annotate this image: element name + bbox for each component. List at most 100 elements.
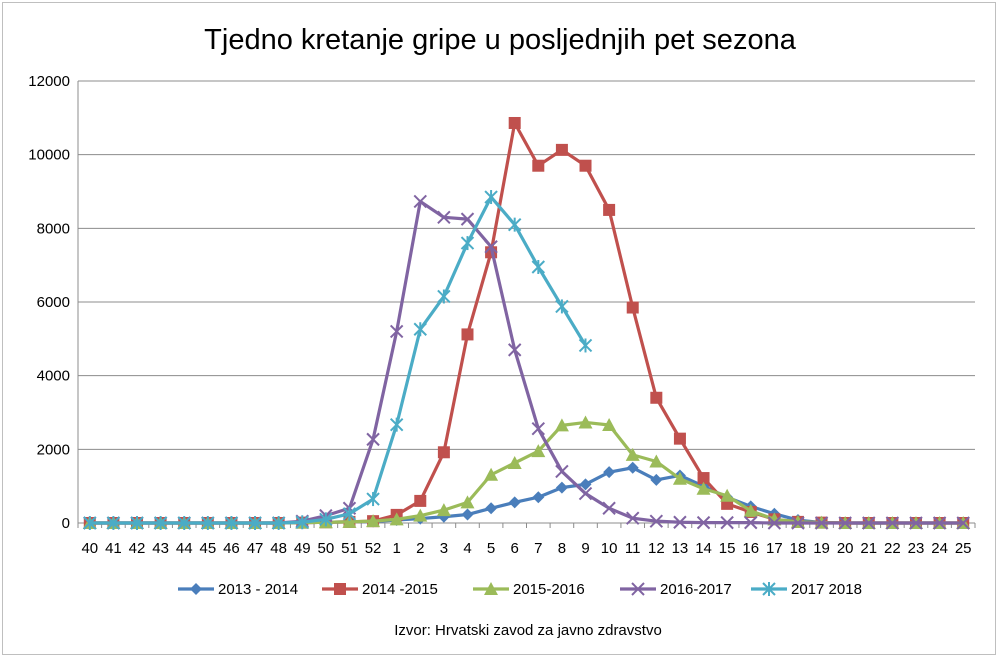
data-point	[578, 486, 593, 501]
x-tick-label: 7	[534, 540, 542, 557]
data-point	[578, 338, 593, 353]
x-tick-label: 24	[931, 540, 948, 557]
legend-label: 2014 -2015	[362, 581, 438, 598]
series-1	[83, 116, 970, 529]
x-tick-label: 12	[648, 540, 665, 557]
data-point	[389, 417, 404, 432]
data-point	[437, 289, 451, 304]
data-point	[555, 143, 568, 156]
data-point	[626, 511, 640, 525]
data-point	[507, 455, 522, 469]
data-point	[744, 515, 758, 530]
data-point	[814, 516, 829, 530]
x-tick-label: 9	[581, 540, 589, 557]
x-tick-label: 18	[790, 540, 807, 557]
source-note: Izvor: Hrvatski zavod za javno zdravstvo	[394, 622, 662, 639]
data-point	[602, 501, 616, 515]
legend-item: 2017 2018	[751, 581, 862, 598]
data-point	[626, 301, 639, 314]
data-point	[507, 343, 522, 357]
x-tick-label: 6	[511, 540, 519, 557]
data-point	[767, 516, 782, 530]
grid-layer	[78, 80, 975, 450]
legend-item: 2015-2016	[473, 581, 585, 598]
y-tick-label: 4000	[37, 368, 70, 385]
data-point	[201, 516, 215, 530]
x-tick-label: 23	[908, 540, 925, 557]
data-point	[743, 503, 758, 517]
x-tick-label: 40	[81, 540, 98, 557]
data-point	[532, 491, 545, 504]
data-point	[625, 447, 640, 461]
legend: 2013 - 2014 2014 -2015 2015-2016 2016-2017 2…	[178, 581, 862, 598]
data-point	[649, 514, 664, 528]
x-tick-label: 44	[176, 540, 193, 557]
data-point	[319, 512, 333, 527]
x-tick-label: 11	[625, 540, 641, 557]
legend-label: 2013 - 2014	[218, 581, 298, 598]
data-point	[224, 516, 239, 530]
x-tick-label: 14	[695, 540, 712, 557]
data-point	[579, 159, 592, 172]
data-point	[507, 217, 522, 232]
series-line	[89, 195, 587, 525]
data-point	[720, 515, 734, 530]
y-tick-label: 2000	[37, 441, 70, 458]
data-point	[626, 461, 639, 474]
data-point	[650, 391, 663, 404]
x-tick-label: 8	[558, 540, 566, 557]
legend-item: 2016-2017	[620, 581, 732, 598]
legend-label: 2015-2016	[513, 581, 585, 598]
x-tick-label: 19	[813, 540, 830, 557]
data-point	[295, 515, 309, 530]
data-point	[790, 514, 805, 528]
x-tick-label: 47	[247, 540, 264, 557]
chart-title: Tjedno kretanje gripe u posljednjih pet …	[204, 24, 797, 56]
data-point	[508, 116, 521, 129]
x-tick-label: 21	[860, 540, 877, 557]
data-point	[554, 418, 569, 432]
data-point	[413, 322, 427, 337]
data-point	[932, 516, 947, 530]
data-point	[437, 446, 450, 459]
data-point	[673, 515, 687, 529]
data-point	[437, 210, 451, 224]
data-point	[460, 212, 475, 226]
data-point	[248, 516, 262, 530]
data-point	[484, 582, 498, 595]
series-line	[89, 466, 964, 525]
y-tick-label: 10000	[28, 147, 70, 164]
data-point	[484, 240, 498, 254]
data-point	[83, 516, 97, 530]
data-point	[956, 516, 970, 530]
data-point	[414, 494, 427, 507]
x-tick-label: 49	[294, 540, 311, 557]
data-point	[177, 516, 191, 530]
x-tick-label: 1	[392, 540, 400, 557]
x-tick-label: 3	[440, 540, 448, 557]
data-point	[578, 415, 593, 429]
data-point	[720, 488, 735, 502]
series-line	[89, 199, 964, 525]
data-point	[672, 471, 687, 485]
x-tick-label: 51	[341, 540, 358, 557]
data-point	[342, 514, 357, 528]
x-tick-label: 2	[416, 540, 424, 557]
data-point	[413, 194, 427, 209]
data-point	[532, 159, 545, 172]
x-tick-label: 48	[270, 540, 287, 557]
x-tick-label: 4	[463, 540, 471, 557]
series-0	[83, 461, 970, 529]
data-point	[484, 190, 498, 205]
legend-item: 2013 - 2014	[178, 581, 298, 598]
x-tick-label: 52	[365, 540, 382, 557]
data-point	[555, 481, 568, 494]
data-point	[555, 464, 569, 479]
x-tick-label: 10	[601, 540, 618, 557]
data-point	[603, 466, 616, 479]
x-tick-label: 42	[129, 540, 146, 557]
data-point	[791, 516, 805, 530]
y-tick-label: 12000	[28, 73, 70, 90]
